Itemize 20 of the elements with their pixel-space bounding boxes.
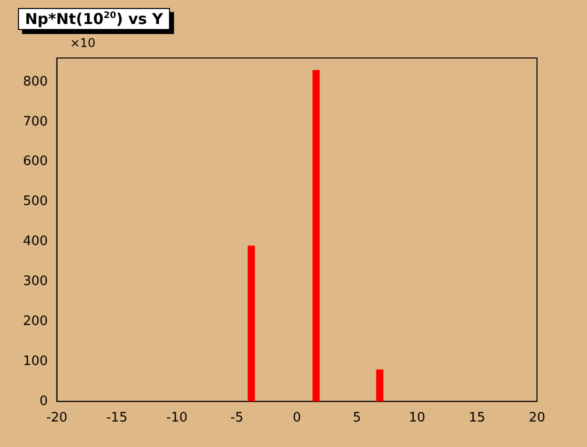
x-tick-label: -20 [46, 410, 68, 426]
x-tick-label: -15 [106, 410, 128, 426]
chart-title: Np*Nt(10$^{20}$) vs Y [18, 8, 170, 30]
y-tick-label: 300 [22, 274, 48, 289]
y-tick-label: 100 [22, 354, 48, 369]
y-tick-label: 500 [22, 194, 48, 210]
x-tick-label: 5 [352, 410, 362, 426]
x-tick-label: -10 [166, 410, 188, 426]
y-tick-label: 600 [22, 154, 48, 170]
y-tick-label: 700 [22, 114, 48, 130]
y-tick-label: 200 [22, 314, 48, 329]
x-tick-label: -5 [230, 410, 244, 426]
x-tick-label: 10 [408, 410, 426, 426]
y-tick-label: 800 [22, 74, 48, 90]
x-tick-label: 20 [528, 410, 546, 426]
x-tick-label: 0 [292, 410, 302, 426]
text: ×10 [70, 36, 96, 50]
y-tick-label: 0 [40, 394, 48, 409]
y-tick-label: 400 [22, 234, 48, 250]
x-tick-label: 15 [468, 410, 486, 426]
